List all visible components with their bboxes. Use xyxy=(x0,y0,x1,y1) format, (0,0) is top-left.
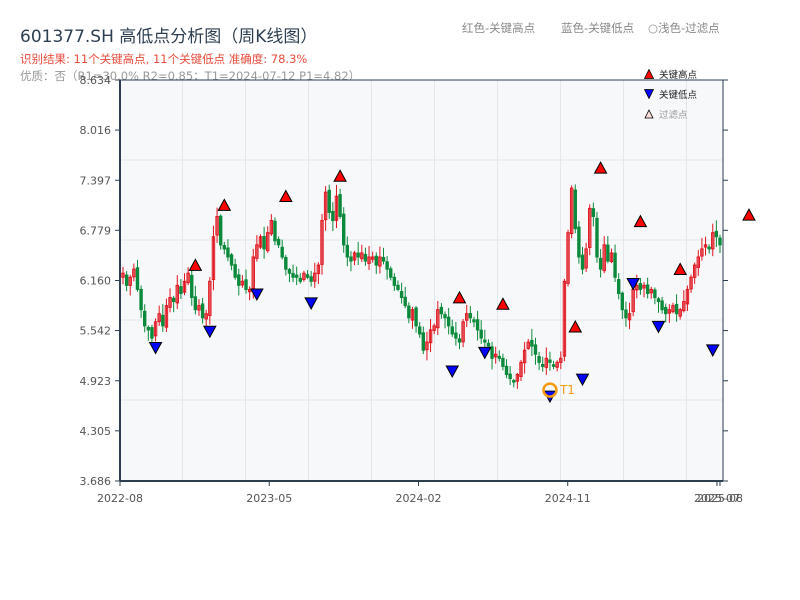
triangle-up-icon xyxy=(644,69,654,79)
result-summary: 识别结果: 11个关键高点, 11个关键低点 准确度: 78.3% xyxy=(20,52,308,66)
x-tick-label: 2022-08 xyxy=(97,492,143,505)
t1-ring xyxy=(542,382,558,398)
legend: 关键高点 关键低点 过滤点 xyxy=(644,64,697,124)
hint-red-high: 红色-关键高点 xyxy=(462,21,536,35)
y-tick-label: 5.542 xyxy=(80,325,112,338)
y-tick-label: 4.305 xyxy=(80,425,112,438)
x-tick-label: 2024-02 xyxy=(396,492,442,505)
key-low-marker xyxy=(148,341,163,355)
legend-item-key-low: 关键低点 xyxy=(644,84,697,104)
y-tick-label: 3.686 xyxy=(80,475,112,488)
y-tick-label: 8.016 xyxy=(80,124,112,137)
key-low-marker xyxy=(705,344,720,357)
key-high-marker xyxy=(333,169,347,182)
key-high-marker xyxy=(568,319,583,333)
x-tick-label: 2024-11 xyxy=(545,492,591,505)
pivot-markers: T1 xyxy=(148,161,756,404)
chart-title: 601377.SH 高低点分析图（周K线图） xyxy=(20,27,318,47)
y-tick-label: 6.779 xyxy=(80,224,112,237)
axes: 3.686 4.305 4.923 5.542 6.160 6.779 7.397 8.016… xyxy=(80,74,743,505)
y-tick-label: 7.397 xyxy=(80,174,112,187)
t1-label: T1 xyxy=(559,383,575,397)
key-high-marker xyxy=(633,214,648,228)
hint-light-filtered: ○浅色-过滤点 xyxy=(648,21,720,35)
key-high-marker xyxy=(278,189,293,203)
key-high-marker xyxy=(452,290,467,304)
key-low-marker xyxy=(575,373,590,387)
hint-blue-low: 蓝色-关键低点 xyxy=(561,21,635,35)
y-tick-label: 8.634 xyxy=(80,74,112,87)
key-low-marker xyxy=(445,365,460,379)
key-high-marker xyxy=(188,258,203,271)
triangle-up-light-icon xyxy=(644,109,654,119)
x-tick-label: 2025-07 xyxy=(694,492,740,505)
legend-item-key-high: 关键高点 xyxy=(644,64,697,84)
legend-label: 过滤点 xyxy=(659,110,688,121)
candles xyxy=(121,184,722,389)
y-tick-label: 6.160 xyxy=(80,275,112,288)
x-tick-label: 2023-05 xyxy=(246,492,292,505)
key-low-marker xyxy=(202,325,217,339)
key-high-marker xyxy=(496,297,510,310)
key-low-marker xyxy=(626,277,641,291)
key-low-marker xyxy=(250,288,264,302)
triangle-down-icon xyxy=(644,89,654,99)
legend-label: 关键低点 xyxy=(659,90,698,101)
key-low-marker xyxy=(651,320,666,334)
legend-item-filtered: 过滤点 xyxy=(644,104,697,124)
plot-area xyxy=(120,80,723,481)
key-high-marker xyxy=(673,262,688,275)
key-high-marker xyxy=(742,208,756,221)
key-high-marker xyxy=(593,161,608,174)
key-low-marker xyxy=(304,297,318,310)
key-low-marker xyxy=(477,346,492,360)
x-tick-label: 2025-08 xyxy=(697,492,743,505)
legend-label: 关键高点 xyxy=(659,70,698,81)
key-high-marker xyxy=(217,198,232,211)
y-tick-label: 4.923 xyxy=(80,375,112,388)
